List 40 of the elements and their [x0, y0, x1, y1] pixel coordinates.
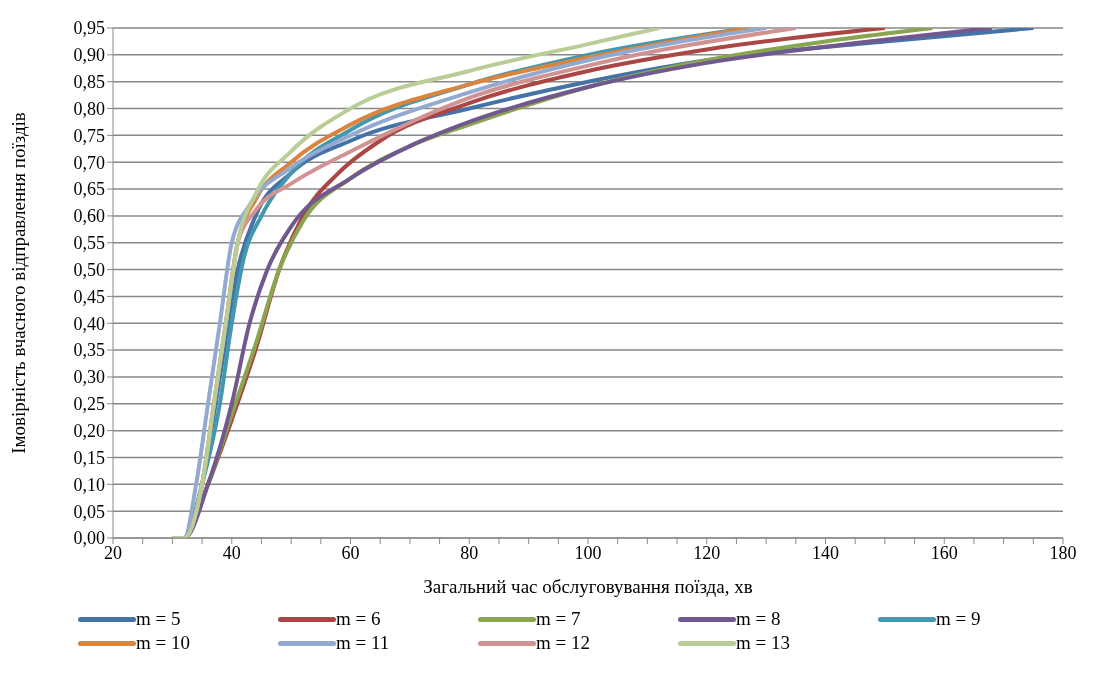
x-tick-label: 40 — [222, 542, 241, 563]
legend-label: m = 7 — [536, 608, 581, 630]
y-tick-label: 0,80 — [73, 98, 105, 119]
legend-label: m = 12 — [536, 632, 590, 654]
x-tick-label: 60 — [341, 542, 360, 563]
x-tick-label: 20 — [104, 542, 122, 563]
y-tick-label: 0,40 — [73, 313, 105, 334]
y-tick-label: 0,50 — [73, 259, 105, 280]
x-tick-label: 180 — [1049, 542, 1077, 563]
y-tick-label: 0,95 — [73, 18, 105, 39]
legend-label: m = 13 — [736, 632, 790, 654]
y-tick-label: 0,60 — [73, 206, 105, 227]
y-tick-label: 0,85 — [73, 72, 105, 93]
legend-label: m = 8 — [736, 608, 781, 630]
y-tick-label: 0,00 — [73, 528, 105, 549]
x-tick-label: 80 — [460, 542, 479, 563]
legend-label: m = 9 — [936, 608, 981, 630]
y-tick-label: 0,55 — [73, 233, 105, 254]
y-tick-label: 0,05 — [73, 501, 105, 522]
y-tick-label: 0,15 — [73, 447, 105, 468]
legend-label: m = 6 — [336, 608, 381, 630]
x-tick-label: 140 — [812, 542, 839, 563]
legend-label: m = 10 — [136, 632, 190, 654]
y-tick-label: 0,45 — [73, 286, 105, 307]
y-tick-label: 0,70 — [73, 152, 105, 173]
x-tick-label: 120 — [693, 542, 721, 563]
y-tick-label: 0,25 — [73, 394, 105, 415]
y-tick-label: 0,10 — [73, 474, 105, 495]
legend-label: m = 5 — [136, 608, 181, 630]
y-tick-label: 0,30 — [73, 367, 105, 388]
x-axis-title: Загальний час обслуговування поїзда, хв — [423, 576, 753, 597]
y-tick-label: 0,90 — [73, 45, 105, 66]
y-tick-label: 0,35 — [73, 340, 105, 361]
y-tick-label: 0,65 — [73, 179, 105, 200]
y-tick-label: 0,75 — [73, 125, 105, 146]
x-tick-label: 160 — [930, 542, 958, 563]
legend-label: m = 11 — [336, 632, 390, 654]
y-axis-title: Імовірність вчасного відправлення поїздів — [7, 112, 29, 454]
y-tick-label: 0,20 — [73, 421, 105, 442]
x-tick-label: 100 — [574, 542, 602, 563]
